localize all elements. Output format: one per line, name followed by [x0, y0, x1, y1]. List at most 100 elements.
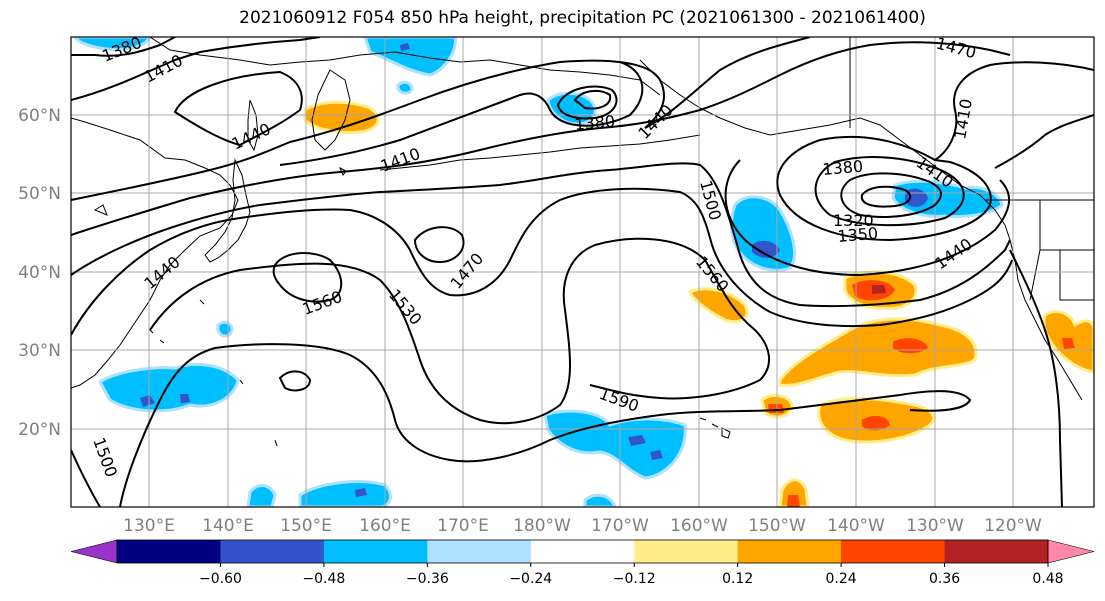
lat-label: 20°N — [18, 420, 61, 440]
precip-area — [778, 478, 810, 507]
lon-label: 140°W — [827, 516, 885, 536]
precip-area — [1062, 338, 1075, 349]
colorbar — [70, 539, 1095, 564]
colorbar-segment — [427, 540, 532, 563]
precip-area — [787, 495, 800, 507]
colorbar-extend-high — [1047, 539, 1095, 564]
coastline-kamchatka — [311, 69, 351, 151]
precip-area — [355, 488, 367, 497]
lat-label: 50°N — [18, 184, 61, 204]
contour-label: 1320 — [833, 211, 874, 230]
contour-line — [173, 70, 303, 147]
coastline-aleutians — [379, 134, 701, 171]
contour-line — [860, 185, 912, 208]
lon-label: 150°E — [280, 516, 332, 536]
colorbar-labels: −0.60 −0.48 −0.36 −0.24 −0.12 0.12 0.24 0.36 0.4… — [199, 563, 1064, 587]
colorbar-label: 0.12 — [722, 571, 753, 587]
lon-label: 170°E — [437, 516, 489, 536]
precip-area — [396, 80, 414, 95]
contour-line — [934, 61, 1094, 161]
colorbar-label: −0.24 — [509, 571, 552, 587]
colorbar-segment — [220, 540, 325, 563]
contour-line — [573, 89, 612, 110]
contour-line — [724, 159, 1010, 277]
precip-area — [363, 37, 457, 77]
map-frame — [70, 36, 1095, 508]
precip-area — [216, 320, 234, 338]
height-contours — [71, 37, 1094, 507]
longitude-labels: 130°E 140°E 150°E 160°E 170°E 180°W 170°… — [123, 516, 1042, 536]
contour-line — [71, 37, 321, 101]
precip-negative-areas — [73, 37, 1004, 507]
precip-area — [650, 450, 663, 460]
contour-line — [776, 135, 992, 242]
lon-label: 130°W — [906, 516, 964, 536]
precip-area — [872, 285, 886, 294]
contour-line — [814, 156, 965, 227]
lat-label: 40°N — [18, 263, 61, 283]
contour-line — [272, 252, 343, 303]
precip-area — [543, 409, 687, 480]
colorbar-label: 0.24 — [826, 571, 857, 587]
precip-area — [752, 240, 780, 258]
contour-line — [71, 449, 101, 507]
lon-label: 170°W — [591, 516, 649, 536]
colorbar-outline — [116, 539, 1049, 564]
colorbar-segment — [530, 540, 635, 563]
lon-label: 140°E — [202, 516, 254, 536]
coastline-japan — [204, 158, 251, 263]
contour-line — [840, 172, 942, 218]
precip-area — [246, 484, 277, 507]
colorbar-extend-low — [70, 539, 118, 564]
colorbar-segment — [117, 540, 221, 563]
lon-label: 120°W — [984, 516, 1042, 536]
precip-area — [303, 100, 380, 134]
contour-line — [71, 41, 1011, 236]
coastline-asia — [71, 117, 239, 389]
lon-label: 160°E — [359, 516, 411, 536]
contour-line — [556, 85, 618, 120]
contour-line — [413, 226, 465, 264]
precip-area — [73, 37, 152, 52]
precip-area — [583, 493, 617, 507]
coastline-hawaii — [699, 417, 731, 439]
contour-line — [149, 237, 770, 425]
precip-area — [893, 338, 928, 354]
contour-label: 1350 — [837, 224, 879, 246]
contour-line — [71, 162, 1011, 308]
colorbar-segment — [323, 540, 428, 563]
colorbar-label: −0.36 — [406, 571, 449, 587]
contour-line — [71, 187, 1013, 336]
contour-label: 1380 — [574, 112, 616, 134]
precip-positive-areas — [303, 100, 1094, 507]
colorbar-label: −0.48 — [302, 571, 345, 587]
precip-area — [628, 435, 646, 446]
colorbar-label: 0.48 — [1032, 571, 1063, 587]
contour-line — [278, 370, 312, 392]
colorbar-segment — [944, 540, 1049, 563]
precip-area — [140, 395, 155, 407]
coastline-siberia — [149, 37, 661, 96]
lon-label: 180°W — [513, 516, 571, 536]
contour-line — [1009, 249, 1063, 507]
lon-label: 160°W — [670, 516, 728, 536]
colorbar-segment — [841, 540, 946, 563]
colorbar-segment — [634, 540, 739, 563]
contour-line — [279, 61, 644, 166]
precip-area — [768, 404, 784, 413]
precip-area — [180, 394, 190, 403]
coastline-alaska — [639, 59, 1006, 226]
precip-area — [778, 317, 978, 388]
coastline-islands — [93, 166, 347, 447]
lon-label: 130°E — [123, 516, 175, 536]
contour-line — [119, 343, 972, 507]
contour-line — [994, 114, 1094, 169]
lat-label: 60°N — [18, 106, 61, 126]
contour-label: 1380 — [822, 157, 864, 179]
contour-line — [71, 37, 176, 57]
colorbar-label: 0.36 — [929, 571, 960, 587]
precip-area — [400, 43, 410, 51]
contour-line — [71, 37, 811, 201]
lon-label: 150°W — [748, 516, 806, 536]
